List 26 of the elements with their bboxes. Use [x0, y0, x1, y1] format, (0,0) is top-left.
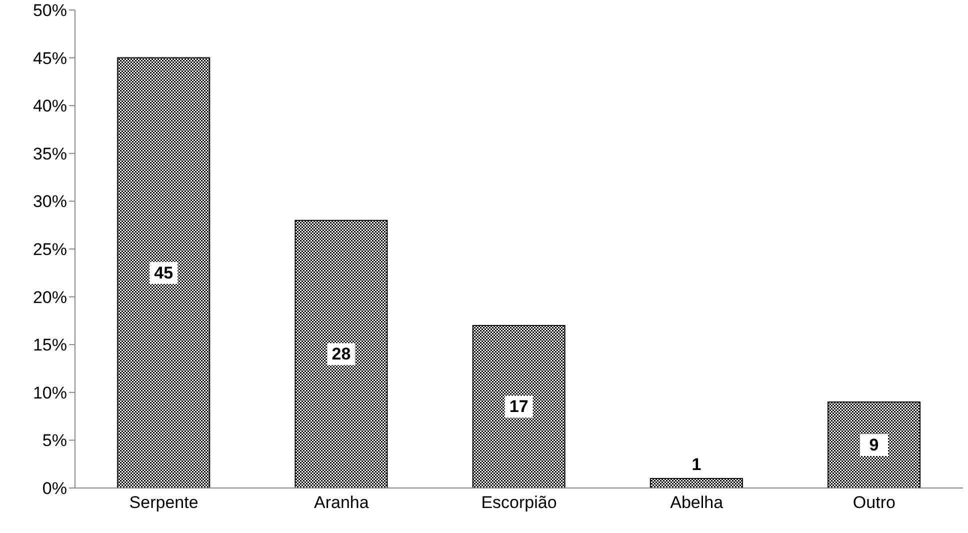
y-tick-label: 25% — [32, 240, 67, 260]
data-label: 28 — [332, 344, 351, 364]
y-tick-label: 35% — [32, 144, 67, 164]
y-tick-label: 50% — [32, 1, 67, 20]
x-tick-label: Escorpião — [481, 493, 557, 512]
y-tick-label: 45% — [32, 48, 67, 68]
bar — [828, 401, 921, 488]
bar — [117, 57, 210, 488]
y-tick-label: 40% — [32, 96, 67, 116]
data-label: 17 — [509, 397, 528, 416]
bar — [650, 478, 743, 488]
y-tick-label: 15% — [32, 336, 67, 355]
data-label: 9 — [869, 435, 879, 454]
bar — [472, 324, 566, 488]
bar — [294, 220, 388, 488]
x-tick-label: Serpente — [129, 493, 198, 512]
x-tick-label: Outro — [852, 493, 896, 512]
y-tick-label: 10% — [32, 383, 67, 402]
y-tick-label: 30% — [32, 192, 67, 212]
x-tick-label: Aranha — [314, 493, 370, 512]
y-tick-label: 20% — [32, 288, 67, 307]
x-tick-label: Abelha — [670, 493, 724, 512]
data-label: 45 — [154, 263, 174, 282]
y-tick-label: 0% — [42, 479, 67, 498]
y-tick-label: 5% — [42, 431, 67, 450]
data-label: 1 — [692, 454, 702, 474]
